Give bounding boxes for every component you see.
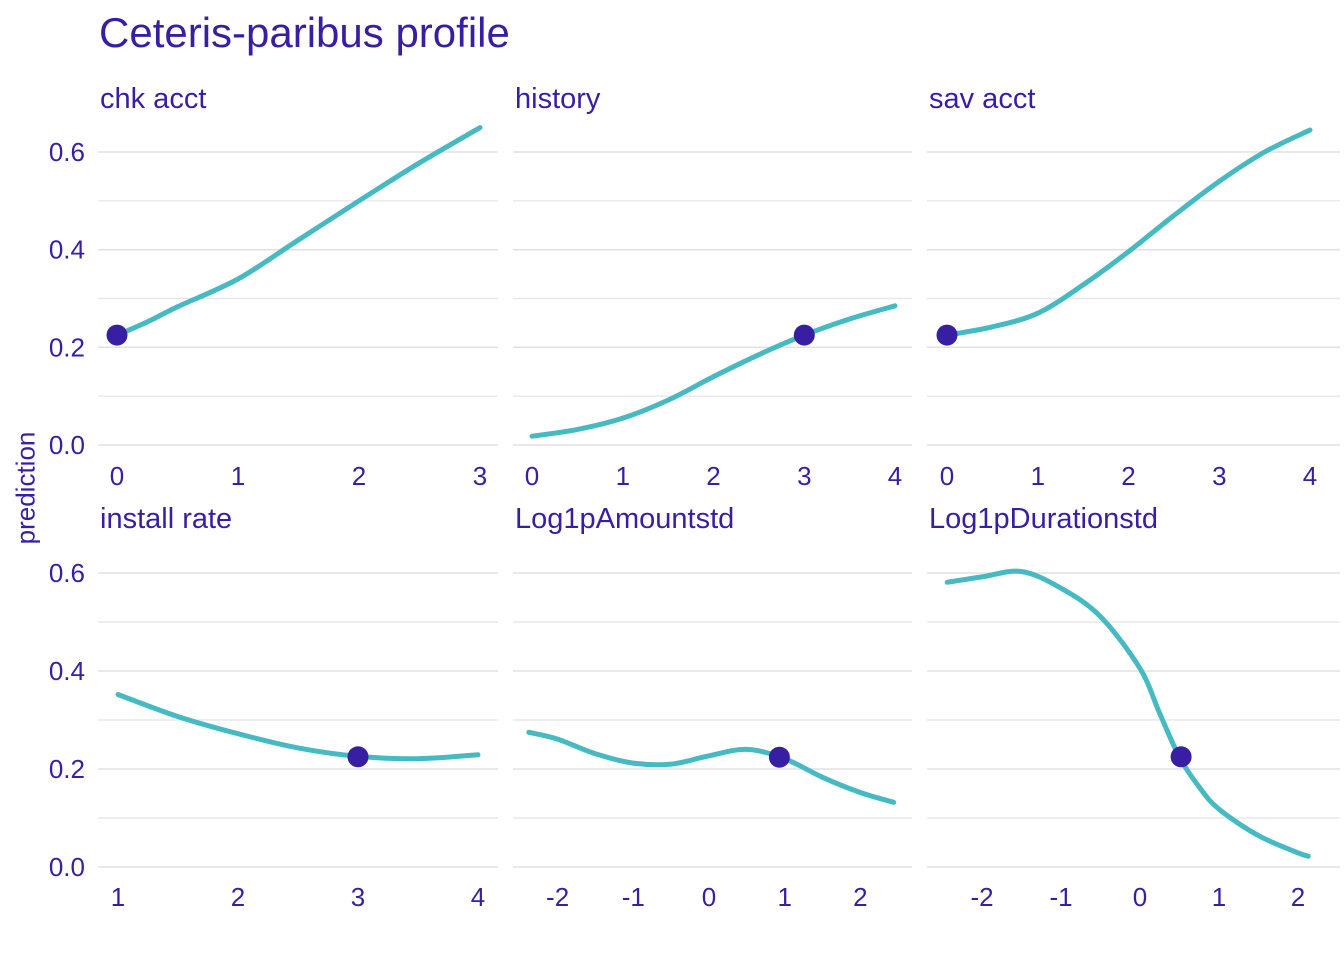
facet-title: sav acct (929, 83, 1035, 115)
observation-point (768, 746, 790, 768)
x-tick-label: 1 (616, 461, 630, 491)
profile-curve (944, 127, 1313, 338)
x-tick-label: 2 (1291, 882, 1305, 912)
observation-point (1170, 746, 1192, 768)
x-tick-label: 4 (1303, 461, 1317, 491)
profile-curve (115, 692, 481, 762)
x-tick-label: -2 (970, 882, 993, 912)
x-tick-label: 1 (777, 882, 791, 912)
y-tick-label: 0.4 (49, 656, 85, 686)
x-tick-label: 1 (1212, 882, 1226, 912)
profile-curve (114, 125, 483, 338)
x-tick-label: 3 (351, 882, 365, 912)
x-tick-label: 0 (940, 461, 954, 491)
x-tick-label: 3 (797, 461, 811, 491)
x-tick-label: 0 (1133, 882, 1147, 912)
x-tick-label: 3 (1212, 461, 1226, 491)
x-tick-label: 1 (111, 882, 125, 912)
x-tick-label: 2 (706, 461, 720, 491)
x-tick-label: 4 (471, 882, 485, 912)
x-tick-label: -2 (546, 882, 569, 912)
x-tick-label: 0 (110, 461, 124, 491)
profile-curve (944, 568, 1311, 859)
facet-title: Log1pAmountstd (515, 503, 734, 535)
x-tick-label: 1 (1031, 461, 1045, 491)
chart-title: Ceteris-paribus profile (99, 9, 510, 56)
x-tick-label: 2 (231, 882, 245, 912)
y-tick-label: 0.0 (49, 852, 85, 882)
y-tick-label: 0.4 (49, 235, 85, 265)
observation-point (936, 324, 958, 346)
y-tick-label: 0.6 (49, 137, 85, 167)
x-tick-label: 2 (1121, 461, 1135, 491)
x-tick-label: 0 (702, 882, 716, 912)
x-tick-label: -1 (1049, 882, 1072, 912)
observation-point (106, 324, 128, 346)
y-tick-label: 0.0 (49, 430, 85, 460)
observation-point (347, 746, 369, 768)
profile-curve (529, 303, 898, 439)
y-tick-label: 0.6 (49, 558, 85, 588)
y-tick-label: 0.2 (49, 332, 85, 362)
x-tick-label: 2 (352, 461, 366, 491)
y-tick-label: 0.2 (49, 754, 85, 784)
profile-curve (526, 729, 897, 805)
x-tick-label: -1 (622, 882, 645, 912)
x-tick-label: 4 (888, 461, 902, 491)
x-tick-label: 0 (525, 461, 539, 491)
observation-point (793, 324, 815, 346)
x-tick-label: 1 (231, 461, 245, 491)
facet-title: chk acct (100, 83, 206, 115)
x-tick-label: 2 (853, 882, 867, 912)
facet-title: history (515, 83, 601, 115)
facet-title: Log1pDurationstd (929, 503, 1158, 535)
facet-title: install rate (100, 503, 232, 535)
x-tick-label: 3 (473, 461, 487, 491)
